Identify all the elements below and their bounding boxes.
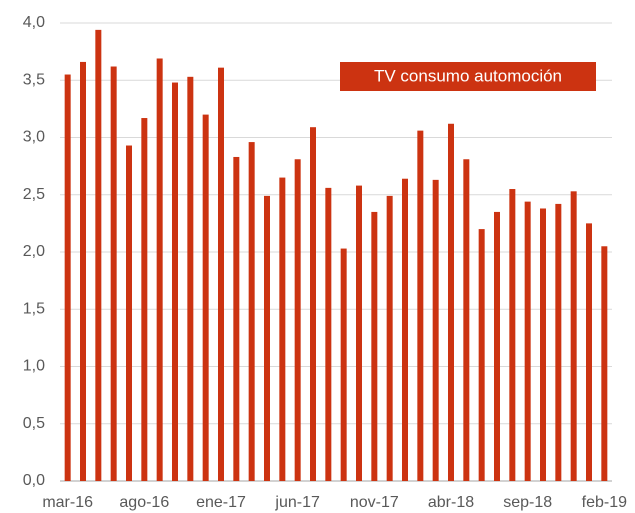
- bar: [570, 191, 577, 481]
- bar: [540, 208, 546, 482]
- bar: [187, 76, 194, 481]
- bar: [294, 159, 301, 481]
- y-tick-label: 0,0: [23, 472, 45, 489]
- bar: [218, 67, 224, 481]
- bar: [64, 74, 71, 482]
- bar: [172, 82, 178, 481]
- bar: [202, 114, 209, 481]
- y-tick-label: 1,0: [23, 358, 45, 375]
- bar: [386, 195, 393, 481]
- x-tick-label: jun-17: [274, 494, 320, 511]
- y-tick-label: 4,0: [23, 14, 45, 31]
- y-tick-label: 0,5: [23, 415, 45, 432]
- bar: [494, 211, 500, 482]
- bar: [432, 179, 439, 482]
- bar: [371, 211, 378, 482]
- bar: [310, 127, 316, 481]
- y-tick-label: 3,0: [23, 129, 45, 146]
- y-tick-label: 3,5: [23, 71, 45, 88]
- bar: [279, 177, 286, 481]
- legend-box: [340, 62, 596, 91]
- legend-label: TV consumo automoción: [374, 66, 562, 85]
- bar: [325, 187, 332, 481]
- bar: [264, 195, 270, 481]
- bar: [356, 185, 362, 481]
- bar: [524, 201, 531, 481]
- bar: [448, 123, 454, 481]
- y-tick-label: 2,0: [23, 243, 45, 260]
- x-tick-label: nov-17: [350, 494, 399, 511]
- bar: [110, 66, 117, 481]
- bar: [126, 145, 132, 481]
- x-tick-label: abr-18: [428, 494, 474, 511]
- bar: [509, 189, 516, 481]
- y-tick-label: 2,5: [23, 186, 45, 203]
- bar: [248, 142, 255, 481]
- bar: [402, 178, 408, 481]
- bar: [586, 223, 592, 481]
- bar: [463, 159, 470, 481]
- x-tick-label: ago-16: [119, 494, 169, 511]
- bar: [233, 156, 240, 481]
- bar: [141, 118, 148, 481]
- y-tick-label: 1,5: [23, 300, 45, 317]
- bar: [601, 246, 608, 481]
- bar: [340, 248, 347, 481]
- bar: [95, 29, 102, 482]
- bar: [478, 229, 485, 481]
- bar: [156, 58, 163, 482]
- x-tick-label: mar-16: [42, 494, 93, 511]
- x-tick-label: ene-17: [196, 494, 246, 511]
- bar: [417, 130, 424, 481]
- x-tick-label: feb-19: [582, 494, 627, 511]
- bar: [80, 61, 86, 482]
- x-tick-label: sep-18: [503, 494, 552, 511]
- bar: [555, 203, 562, 481]
